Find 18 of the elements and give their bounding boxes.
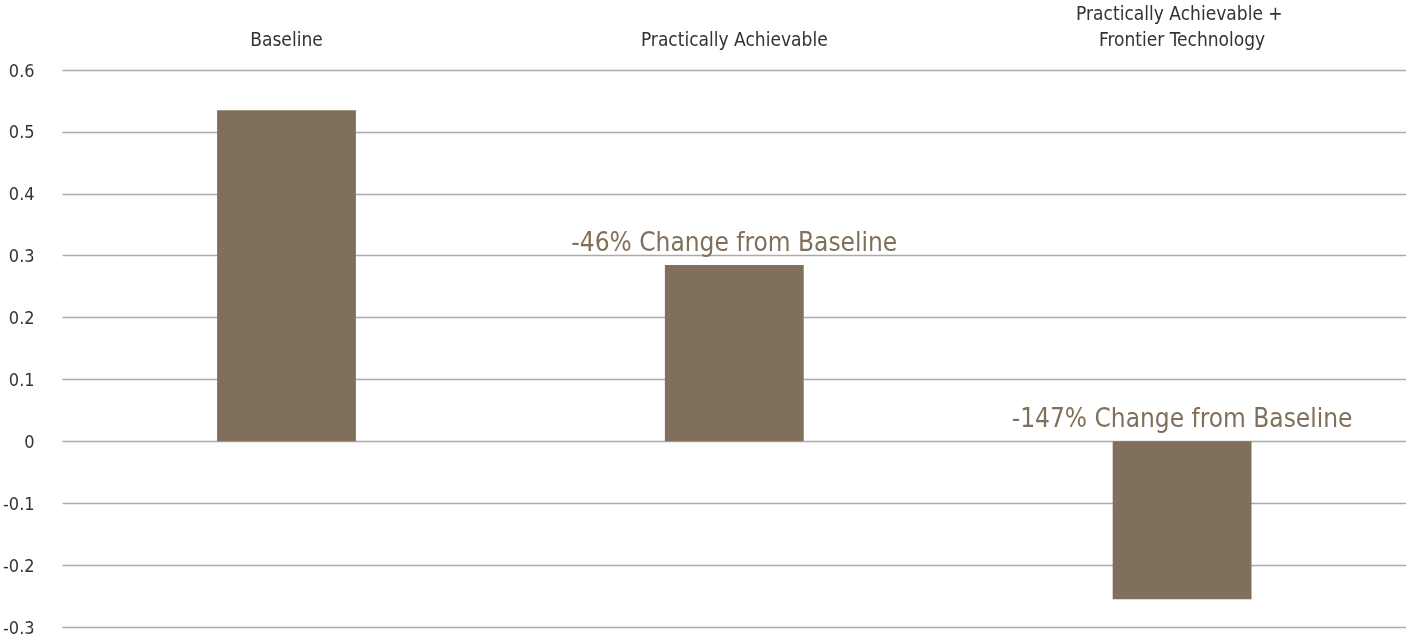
bar (217, 110, 356, 442)
x-tick-label: Practically Achievable + Frontier Technology (1076, 2, 1289, 50)
bar (664, 264, 804, 442)
x-tick-label: Baseline (250, 28, 323, 50)
y-tick-label: 0.1 (8, 368, 35, 390)
annotation: -46% Change from Baseline (571, 226, 898, 257)
x-tick-label: Practically Achievable (640, 28, 828, 50)
y-tick-label: -0.2 (2, 554, 35, 576)
y-tick-label: 0.6 (8, 59, 35, 81)
y-tick-label: -0.1 (2, 492, 35, 514)
y-tick-label: 0 (24, 430, 35, 452)
y-tick-label: 0.4 (8, 183, 35, 205)
y-tick-label: -0.3 (2, 616, 35, 636)
y-tick-label: 0.3 (8, 245, 35, 267)
y-tick-label: 0.5 (8, 121, 35, 143)
bar (1112, 441, 1252, 600)
y-tick-label: 0.2 (8, 307, 35, 329)
annotation: -147% Change from Baseline (1011, 403, 1353, 434)
